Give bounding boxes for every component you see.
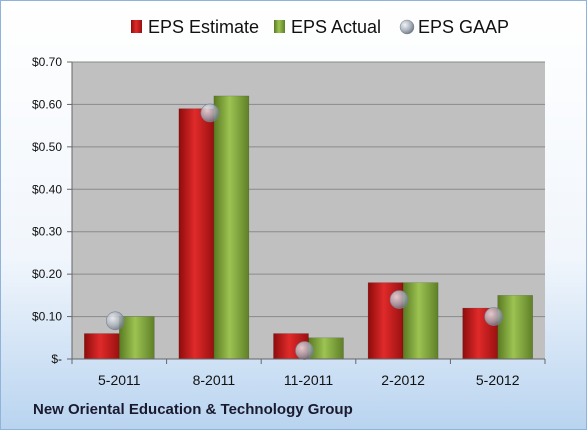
y-tick-label: $-	[51, 352, 62, 366]
y-tick-label: $0.40	[32, 182, 62, 196]
legend-eps-gaap: EPS GAAP	[399, 17, 509, 37]
legend: EPS Estimate EPS Actual EPS GAAP	[131, 17, 509, 37]
y-tick-label: $0.20	[32, 267, 62, 281]
eps-estimate-bar	[178, 108, 215, 360]
legend-label: EPS GAAP	[418, 17, 509, 37]
gaap-markers	[106, 103, 504, 360]
bars	[84, 95, 533, 360]
eps-actual-bar	[308, 337, 344, 360]
eps-gaap-marker	[106, 311, 125, 331]
legend-label: EPS Estimate	[148, 17, 259, 37]
eps-gaap-marker	[295, 341, 314, 360]
y-tick-label: $0.60	[32, 97, 62, 111]
x-tick-label: 11-2011	[284, 372, 334, 388]
y-tick-label: $0.30	[32, 225, 62, 239]
eps-actual-bar	[497, 295, 533, 360]
legend-label: EPS Actual	[291, 17, 381, 37]
legend-swatch	[399, 19, 415, 35]
y-tick-label: $0.50	[32, 140, 62, 154]
x-tick-label: 5-2011	[98, 372, 141, 388]
x-tick-label: 8-2011	[193, 372, 236, 388]
legend-swatch	[131, 20, 142, 33]
eps-actual-bar	[213, 95, 250, 360]
legend-eps-actual: EPS Actual	[274, 17, 381, 37]
eps-actual-bar	[119, 316, 155, 360]
y-tick-label: $0.10	[32, 310, 62, 324]
y-tick-label: $0.70	[32, 55, 62, 69]
eps-gaap-marker	[484, 307, 504, 326]
eps-estimate-bar	[84, 333, 120, 360]
y-axis: $- $0.10 $0.20 $0.30 $0.40 $0.50 $0.60 $0.70	[32, 55, 73, 366]
eps-gaap-marker	[200, 103, 220, 123]
x-axis: 5-2011 8-2011 11-2011 2-2012 5-2012	[71, 358, 546, 388]
x-tick-label: 5-2012	[476, 372, 520, 388]
legend-swatch	[274, 20, 285, 33]
x-tick-label: 2-2012	[381, 372, 425, 388]
eps-actual-bar	[402, 282, 439, 360]
company-name: New Oriental Education & Technology Grou…	[33, 401, 353, 418]
eps-gaap-marker	[389, 290, 409, 309]
legend-eps-estimate: EPS Estimate	[131, 17, 259, 37]
